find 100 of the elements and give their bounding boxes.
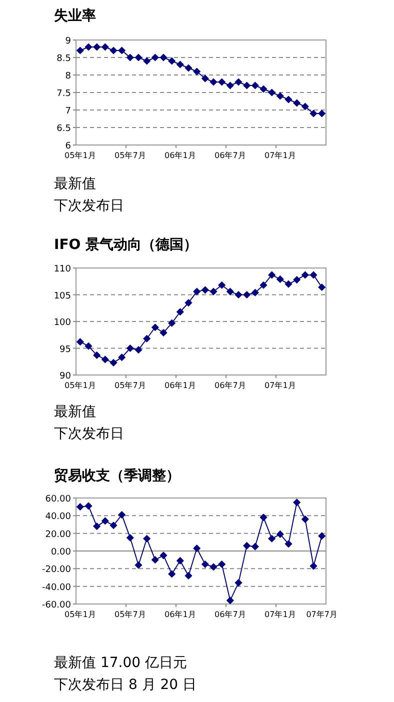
point xyxy=(76,46,84,54)
point xyxy=(160,328,168,337)
y-tick-label: 100 xyxy=(54,318,72,328)
y-tick-label: 105 xyxy=(54,291,71,302)
point xyxy=(84,342,92,350)
point xyxy=(226,596,234,604)
point xyxy=(110,522,118,530)
text: 最新值 17.00 亿日元 xyxy=(54,655,187,671)
x-tick-label: 05年1月 xyxy=(64,381,96,390)
y-tick-label: -60.00 xyxy=(42,600,72,610)
x-tick-label: 06年1月 xyxy=(164,381,196,390)
point xyxy=(243,542,251,550)
point xyxy=(118,46,126,54)
text: 下次发布日 xyxy=(54,426,124,442)
point xyxy=(193,544,201,552)
point xyxy=(93,43,101,51)
point xyxy=(168,319,176,327)
point xyxy=(260,281,268,289)
point xyxy=(118,510,126,519)
y-tick-label: 8.5 xyxy=(56,54,71,64)
point xyxy=(134,346,142,354)
x-tick-label: 07年7月 xyxy=(306,610,338,619)
point xyxy=(293,99,301,107)
point xyxy=(310,110,318,118)
point xyxy=(218,78,226,86)
y-tick-label: 20.00 xyxy=(45,530,72,540)
point xyxy=(101,517,109,525)
point xyxy=(76,503,84,511)
point xyxy=(276,275,284,284)
point xyxy=(101,43,109,51)
point xyxy=(126,344,134,352)
point xyxy=(234,290,242,299)
point xyxy=(151,324,159,332)
point xyxy=(134,54,142,62)
y-tick-label: 60.00 xyxy=(45,494,72,504)
point xyxy=(160,54,168,62)
point xyxy=(243,290,251,299)
point xyxy=(251,542,259,550)
point xyxy=(176,60,184,68)
y-tick-label: -20.00 xyxy=(42,565,72,576)
point xyxy=(218,560,226,568)
point xyxy=(118,354,126,362)
point xyxy=(210,563,218,571)
point xyxy=(126,534,134,542)
point xyxy=(260,85,268,93)
x-tick-label: 07年1月 xyxy=(264,151,296,160)
x-tick-label: 06年7月 xyxy=(214,381,246,390)
y-tick-label: 6 xyxy=(65,142,72,152)
point xyxy=(168,57,176,65)
x-tick-label: 06年1月 xyxy=(164,151,196,160)
point xyxy=(318,532,326,540)
point xyxy=(276,530,284,538)
y-tick-label: 110 xyxy=(54,264,72,274)
point xyxy=(193,288,201,296)
x-tick-label: 05年1月 xyxy=(64,151,96,160)
point xyxy=(268,88,276,96)
x-tick-label: 05年7月 xyxy=(114,151,146,160)
point xyxy=(201,560,209,568)
point xyxy=(210,78,218,86)
x-tick-label: 07年1月 xyxy=(264,610,296,619)
point xyxy=(93,351,101,360)
point xyxy=(251,288,259,296)
text: 下次发布日 8 月 20 日 xyxy=(54,677,197,693)
point xyxy=(310,562,318,570)
point xyxy=(234,78,242,86)
point xyxy=(184,572,192,580)
point xyxy=(151,556,159,564)
point xyxy=(226,82,234,90)
point xyxy=(293,498,301,506)
point xyxy=(201,286,209,294)
x-tick-label: 06年7月 xyxy=(214,610,246,619)
point xyxy=(251,82,259,90)
point xyxy=(168,570,176,578)
point xyxy=(301,102,309,110)
point xyxy=(243,82,251,90)
y-tick-label: 40.00 xyxy=(45,512,72,522)
x-tick-label: 06年1月 xyxy=(164,610,196,619)
point xyxy=(260,514,268,522)
chart-title: IFO 景气动向（德国） xyxy=(54,237,198,253)
y-tick-label: 90 xyxy=(60,372,72,382)
chart-title: 贸易收支（季调整） xyxy=(54,467,180,484)
y-tick-label: 9 xyxy=(65,36,72,46)
x-tick-label: 06年7月 xyxy=(214,151,246,160)
point xyxy=(193,68,201,76)
point xyxy=(318,283,326,292)
point xyxy=(284,280,292,288)
point xyxy=(318,110,326,118)
point xyxy=(201,74,209,82)
point xyxy=(176,556,184,565)
text: 最新值 xyxy=(54,404,96,420)
point xyxy=(76,338,84,346)
y-tick-label: 0.00 xyxy=(50,548,72,558)
point xyxy=(310,271,318,279)
point xyxy=(184,298,192,307)
point xyxy=(284,96,292,104)
y-tick-label: 7 xyxy=(65,106,71,116)
point xyxy=(110,358,118,366)
point xyxy=(293,276,301,284)
y-tick-label: 8 xyxy=(65,72,72,82)
chart-title: 失业率 xyxy=(54,7,96,24)
